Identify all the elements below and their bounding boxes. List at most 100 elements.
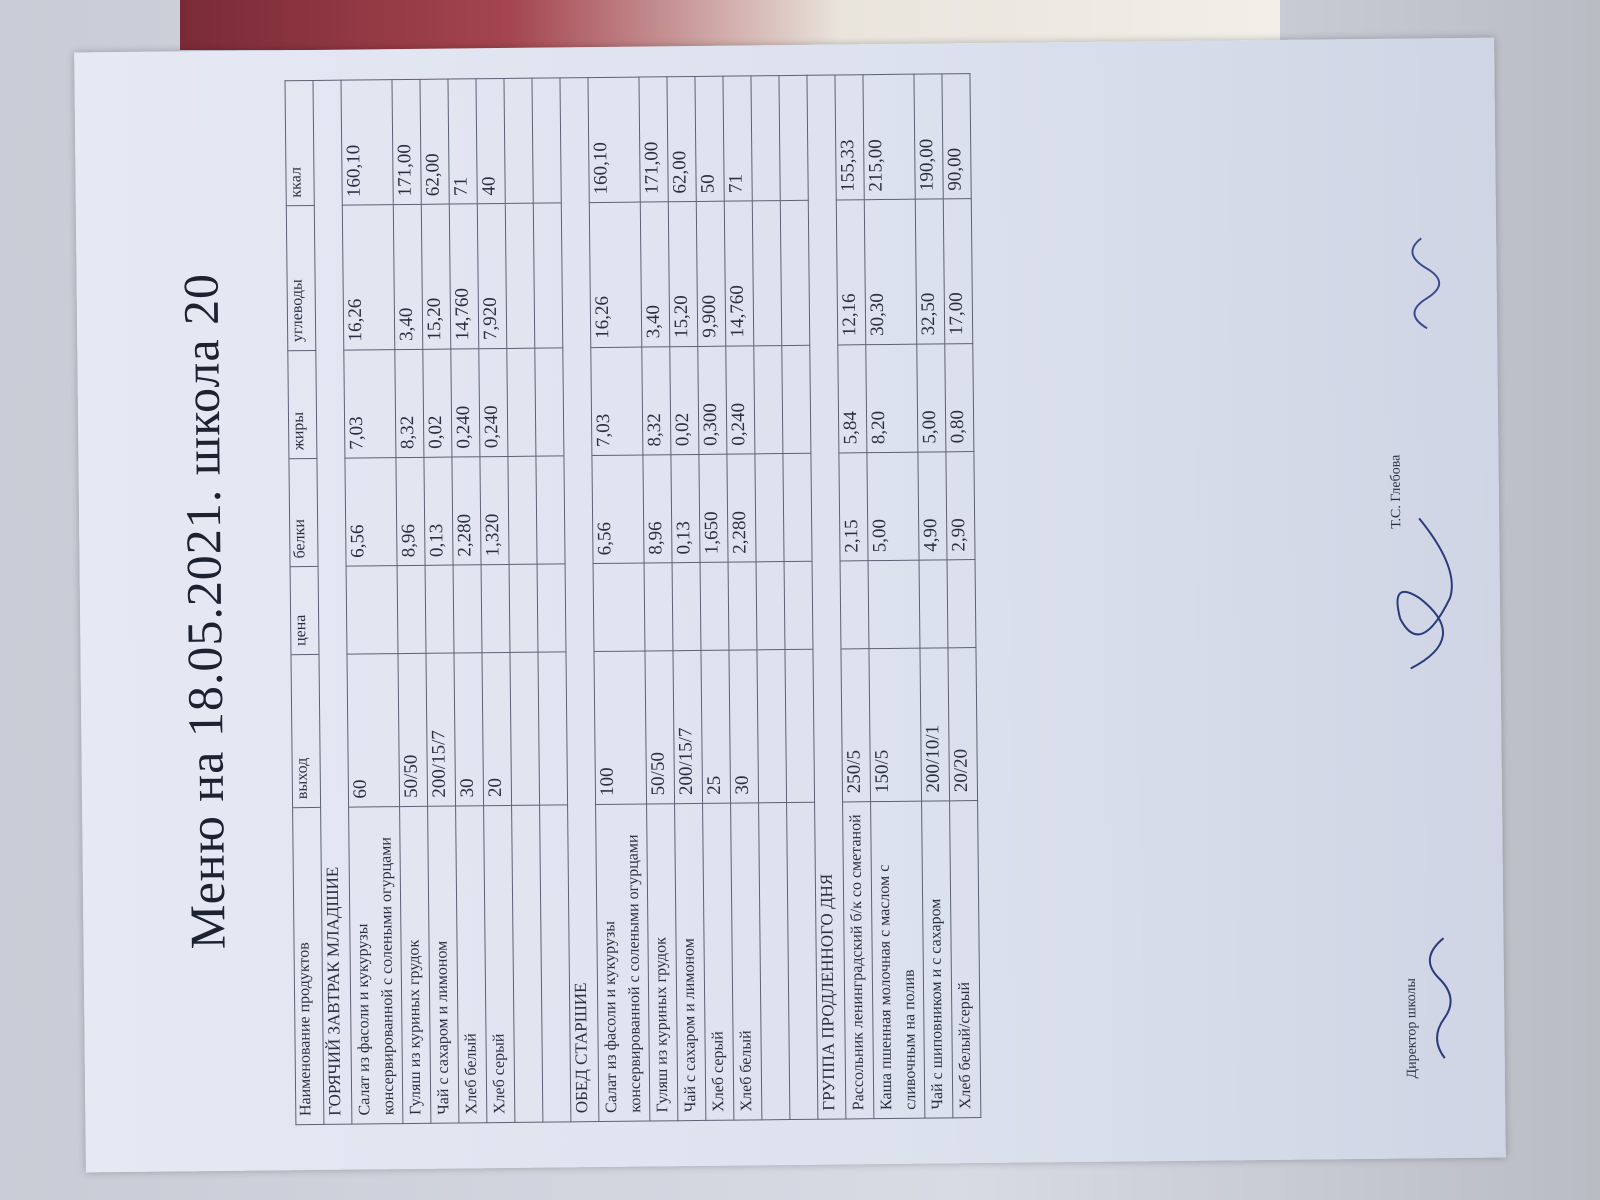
- value-cell: 16,26: [342, 205, 395, 351]
- value-cell: 155,33: [834, 74, 865, 201]
- value-cell: [503, 78, 534, 204]
- value-cell: 30: [728, 649, 759, 804]
- value-cell: 40: [475, 78, 506, 205]
- value-cell: 7,03: [590, 346, 643, 456]
- value-cell: [784, 561, 813, 650]
- value-cell: 90,00: [941, 73, 972, 200]
- product-name-cell: Хлеб серый: [483, 805, 515, 1123]
- value-cell: [506, 348, 536, 457]
- product-name-cell: Хлеб белый/серый: [949, 800, 981, 1118]
- column-header: углеводы: [286, 205, 316, 351]
- value-cell: [537, 564, 566, 652]
- value-cell: 16,26: [589, 202, 642, 348]
- value-cell: [537, 651, 568, 806]
- product-name-cell: [786, 802, 818, 1120]
- product-name-cell: Гуляш из куриных грудок: [646, 803, 678, 1121]
- value-cell: [919, 560, 948, 648]
- value-cell: 50/50: [397, 653, 428, 807]
- value-cell: 200/15/7: [425, 652, 456, 807]
- value-cell: 2,15: [838, 452, 869, 562]
- value-cell: [752, 201, 782, 346]
- value-cell: 250/5: [840, 648, 871, 802]
- value-cell: 7,920: [477, 203, 507, 349]
- product-name-cell: [511, 805, 543, 1123]
- value-cell: [453, 565, 482, 653]
- value-cell: 160,10: [587, 77, 641, 204]
- value-cell: 5,00: [916, 343, 946, 453]
- page-title: Меню на 18.05.2021. школа 20: [172, 272, 236, 950]
- value-cell: 30: [453, 652, 484, 807]
- value-cell: 171,00: [638, 76, 669, 203]
- value-cell: [781, 345, 811, 454]
- value-cell: 3,40: [640, 202, 670, 347]
- column-header: жиры: [287, 350, 317, 459]
- value-cell: [840, 560, 869, 649]
- value-cell: 25: [700, 649, 731, 804]
- value-cell: 0,300: [697, 346, 727, 455]
- product-name-cell: [539, 804, 571, 1123]
- value-cell: 0,02: [422, 348, 452, 458]
- value-cell: [782, 453, 813, 562]
- value-cell: [533, 203, 563, 349]
- value-cell: 0,80: [944, 343, 974, 452]
- product-name-cell: Чай с сахаром и лимоном: [427, 806, 459, 1124]
- value-cell: 1,650: [698, 454, 729, 563]
- product-name-cell: Салат из фасоли и кукурузы консервирован…: [348, 806, 403, 1125]
- product-name-cell: Чай с сахаром и лимоном: [674, 803, 706, 1121]
- value-cell: 50/50: [644, 650, 675, 805]
- value-cell: 8,96: [395, 457, 426, 566]
- value-cell: [780, 200, 810, 346]
- value-cell: 15,20: [421, 204, 451, 350]
- value-cell: 0,13: [423, 457, 454, 566]
- product-name-cell: [758, 802, 790, 1120]
- value-cell: 0,02: [669, 346, 699, 455]
- value-cell: 17,00: [943, 199, 973, 344]
- value-cell: 0,240: [725, 345, 755, 455]
- value-cell: 100: [593, 650, 647, 805]
- value-cell: 32,50: [915, 199, 945, 345]
- value-cell: [947, 559, 976, 648]
- value-cell: 2,280: [451, 456, 482, 566]
- value-cell: 4,90: [917, 451, 948, 561]
- value-cell: 8,32: [641, 346, 671, 456]
- value-cell: 150/5: [868, 647, 922, 802]
- value-cell: 215,00: [862, 74, 916, 201]
- value-cell: 71: [722, 75, 753, 202]
- value-cell: [672, 562, 701, 651]
- product-name-cell: Каша пшенная молочная с маслом с сливочн…: [870, 801, 925, 1119]
- value-cell: [778, 75, 809, 202]
- value-cell: 50: [694, 76, 725, 202]
- signature-block: Директор школы Т.С. Глебова: [1375, 88, 1485, 1089]
- column-header: белки: [288, 458, 319, 568]
- value-cell: 8,20: [865, 344, 918, 453]
- value-cell: 62,00: [419, 79, 450, 205]
- value-cell: 8,32: [394, 349, 424, 458]
- value-cell: [509, 651, 540, 806]
- value-cell: 0,240: [450, 348, 480, 458]
- value-cell: [728, 562, 757, 650]
- product-name-cell: Салат из фасоли и кукурузы консервирован…: [595, 804, 650, 1122]
- value-cell: 30,30: [864, 199, 917, 345]
- value-cell: 15,20: [668, 201, 698, 347]
- value-cell: [425, 565, 454, 654]
- value-cell: 7,03: [343, 349, 396, 459]
- value-cell: 0,13: [670, 454, 701, 564]
- value-cell: 6,56: [591, 455, 645, 564]
- product-name-cell: Хлеб белый: [455, 805, 487, 1123]
- value-cell: [754, 453, 785, 563]
- value-cell: 20/20: [947, 647, 978, 801]
- value-cell: 20: [481, 652, 512, 806]
- value-cell: 60: [346, 653, 400, 808]
- value-cell: 5,00: [866, 452, 920, 561]
- value-cell: [593, 563, 645, 652]
- value-cell: [397, 565, 426, 654]
- value-cell: 62,00: [666, 76, 697, 203]
- menu-table: Наименование продуктов выход цена белки жиры…: [284, 73, 981, 1125]
- value-cell: 2,90: [945, 451, 976, 561]
- product-name-cell: Гуляш из куриных грудок: [399, 806, 431, 1124]
- value-cell: 190,00: [913, 73, 944, 200]
- value-cell: [507, 456, 538, 565]
- column-header: ккал: [284, 80, 315, 207]
- menu-sheet: Меню на 18.05.2021. школа 20 Наименовани…: [74, 37, 1506, 1173]
- value-cell: 2,280: [726, 453, 757, 563]
